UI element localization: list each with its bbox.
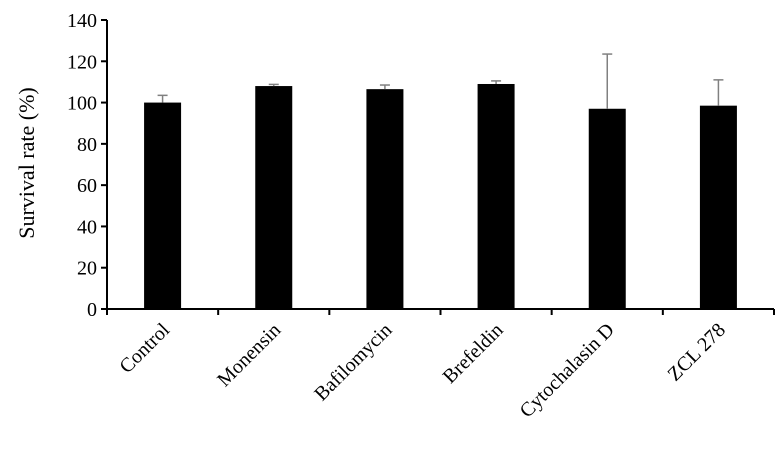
y-tick-label: 20	[77, 258, 97, 280]
y-tick-label: 60	[77, 175, 97, 197]
x-tick-label: Monensin	[213, 319, 285, 391]
y-tick-label: 40	[77, 216, 97, 238]
y-tick-label: 140	[67, 10, 97, 32]
y-axis-label: Survival rate (%)	[14, 87, 39, 239]
y-tick-label: 0	[87, 299, 97, 321]
bar	[699, 105, 737, 310]
bar	[588, 108, 626, 309]
x-tick-label: Cytochalasin D	[516, 319, 619, 422]
bar	[255, 86, 293, 309]
y-tick-label: 80	[77, 134, 97, 156]
x-tick-label: Control	[115, 319, 174, 378]
x-tick-label: Bafilomycin	[310, 319, 396, 405]
x-tick-label: Brefeldin	[439, 319, 508, 388]
plot-area: 0 20 40 60 80 100 120 140 Control Monensin Bafilom…	[67, 10, 775, 422]
bar	[477, 83, 515, 309]
y-tick-label: 100	[67, 93, 97, 115]
bar	[366, 89, 404, 310]
bar	[144, 102, 182, 309]
y-tick-label: 120	[67, 51, 97, 73]
x-tick-label: ZCL 278	[663, 319, 729, 385]
